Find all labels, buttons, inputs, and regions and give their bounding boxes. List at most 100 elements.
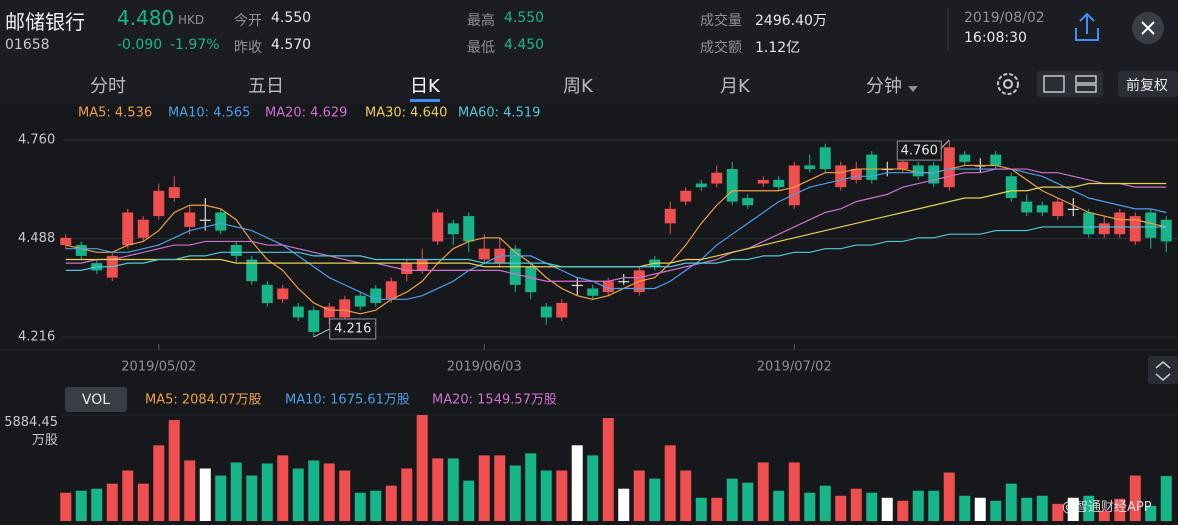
volume-bar (990, 500, 1002, 521)
volume-bar (1005, 483, 1017, 521)
tab[interactable]: 日K (410, 76, 440, 97)
volume-bar (354, 492, 366, 521)
volume-bar (385, 485, 397, 521)
settings-icon[interactable] (997, 73, 1019, 95)
volume-bar (478, 455, 490, 521)
volume-bar (215, 475, 227, 521)
open: 4.550 (271, 10, 312, 26)
volume-bar (277, 455, 289, 521)
layout-toggle[interactable] (1037, 71, 1103, 97)
tab[interactable]: 分钟 (866, 76, 902, 97)
candle-body (447, 223, 459, 235)
volume-axis-label: 5884.45万股 (4, 415, 58, 448)
candle-body (695, 183, 707, 188)
header-bg (0, 0, 1178, 62)
volume-bar (122, 470, 134, 521)
volume-bar (246, 475, 258, 521)
candle-body (354, 295, 366, 307)
volume-bar (323, 463, 335, 521)
candle-body (199, 219, 211, 221)
high-label: 最高 (467, 13, 495, 29)
volume-bar (912, 490, 924, 521)
vol-button[interactable]: VOL (82, 392, 110, 408)
volume-bar (106, 483, 118, 521)
ma-line (65, 168, 1167, 282)
candle-body (277, 288, 289, 300)
candle-body (556, 302, 568, 318)
volume-bar (633, 470, 645, 521)
tab[interactable]: 分时 (90, 76, 126, 97)
volume-bar (1067, 497, 1079, 521)
candle-body (990, 154, 1002, 166)
candle-body (122, 212, 134, 246)
stock-code: 01658 (5, 37, 50, 53)
tab[interactable]: 周K (563, 76, 593, 97)
volume-bar (1036, 495, 1048, 521)
candle-body (571, 284, 583, 286)
volume-bar (230, 462, 242, 521)
x-tick-label: 2019/05/02 (121, 360, 196, 375)
candle-body (385, 281, 397, 300)
candle-body (664, 208, 676, 224)
volume-bar (1021, 497, 1033, 521)
volume-bar (571, 445, 583, 521)
candle-body (773, 179, 785, 188)
currency: HKD (178, 13, 205, 27)
collapse-button[interactable] (1148, 356, 1178, 384)
tab-bar-bg (0, 62, 1178, 104)
candle-body (1114, 212, 1126, 235)
volume-bar (463, 480, 475, 521)
volume-bar (540, 470, 552, 521)
candle-body (959, 154, 971, 162)
candle-body (850, 169, 862, 180)
volume-legend-entry: MA10: 1675.61万股 (285, 393, 410, 408)
volume-bar (773, 490, 785, 521)
candle-body (1098, 223, 1110, 235)
volume-bar (664, 445, 676, 521)
volume-bar (928, 490, 940, 521)
ma-line (65, 168, 1167, 300)
tab[interactable]: 月K (720, 76, 750, 97)
tab-underline (410, 99, 440, 102)
y-tick-label: 4.216 (18, 329, 55, 344)
volume-bar (292, 468, 304, 521)
volume-bar (974, 497, 986, 521)
change-pct: -1.97% (170, 37, 220, 53)
adjust-button[interactable]: 前复权 (1126, 78, 1168, 94)
candle-body (742, 198, 754, 206)
y-tick-label: 4.760 (18, 133, 55, 148)
candle-body (230, 245, 242, 256)
watermark: @智通财经APP (1062, 500, 1152, 515)
close-button[interactable] (1132, 12, 1164, 44)
candle-body (711, 172, 723, 184)
volume-bar (1145, 505, 1157, 521)
dropdown-triangle[interactable] (908, 86, 918, 92)
max-label-box (896, 140, 942, 161)
prev-close-label: 昨收 (234, 40, 262, 56)
volume-bar (339, 470, 351, 521)
volume-bar (184, 460, 196, 521)
vol-button-bg[interactable] (65, 387, 127, 412)
candle-body (1160, 219, 1172, 242)
candle-body (416, 259, 428, 271)
open-label: 今开 (234, 13, 262, 29)
candle-body (463, 216, 475, 242)
candle-body (540, 306, 552, 318)
min-label-box (329, 318, 377, 340)
candle-body (370, 288, 382, 303)
candle-body (804, 165, 816, 170)
candle-body (943, 147, 955, 188)
y-tick-label: 4.488 (18, 231, 55, 246)
tab[interactable]: 五日 (248, 76, 284, 97)
candle-body (1021, 201, 1033, 213)
volume-bar (1052, 503, 1064, 521)
volume-bar (432, 458, 444, 521)
candle-body (602, 281, 614, 293)
adjust-button-bg[interactable] (1118, 71, 1178, 97)
volume-bar (168, 420, 180, 521)
candle-body (261, 284, 273, 303)
candle-body (1052, 201, 1064, 217)
share-icon[interactable] (1075, 12, 1099, 41)
candle-body (928, 165, 940, 184)
turnover: 1.12亿 (755, 40, 801, 56)
